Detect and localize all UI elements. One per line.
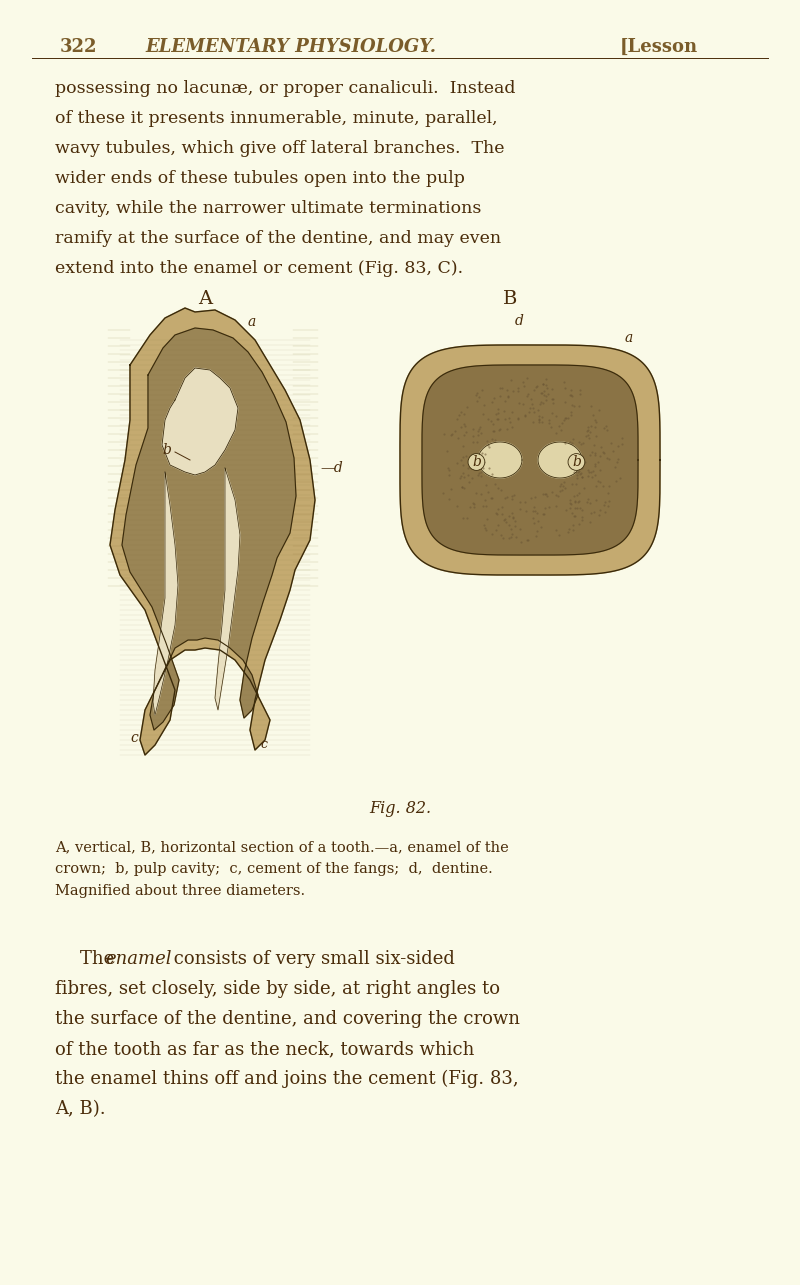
Text: ramify at the surface of the dentine, and may even: ramify at the surface of the dentine, an… bbox=[55, 230, 501, 247]
Text: b: b bbox=[572, 455, 581, 469]
Text: d: d bbox=[515, 314, 524, 328]
Polygon shape bbox=[478, 442, 522, 478]
Text: b: b bbox=[472, 455, 481, 469]
Polygon shape bbox=[122, 328, 296, 730]
Text: ELEMENTARY PHYSIOLOGY.: ELEMENTARY PHYSIOLOGY. bbox=[145, 39, 436, 57]
Text: The: The bbox=[80, 950, 120, 968]
Text: of these it presents innumerable, minute, parallel,: of these it presents innumerable, minute… bbox=[55, 111, 498, 127]
Text: wavy tubules, which give off lateral branches.  The: wavy tubules, which give off lateral bra… bbox=[55, 140, 505, 157]
Text: the surface of the dentine, and covering the crown: the surface of the dentine, and covering… bbox=[55, 1010, 520, 1028]
Text: enamel: enamel bbox=[105, 950, 171, 968]
Polygon shape bbox=[422, 365, 638, 555]
Polygon shape bbox=[538, 442, 582, 478]
Text: cavity, while the narrower ultimate terminations: cavity, while the narrower ultimate term… bbox=[55, 200, 482, 217]
Text: possessing no lacunæ, or proper canaliculi.  Instead: possessing no lacunæ, or proper canalicu… bbox=[55, 80, 515, 96]
Text: [Lesson: [Lesson bbox=[620, 39, 698, 57]
Text: c: c bbox=[130, 731, 138, 745]
Text: Fig. 82.: Fig. 82. bbox=[369, 801, 431, 817]
Polygon shape bbox=[215, 468, 240, 711]
Text: A, B).: A, B). bbox=[55, 1100, 106, 1118]
Text: Magnified about three diameters.: Magnified about three diameters. bbox=[55, 884, 305, 898]
Text: B: B bbox=[503, 290, 517, 308]
Text: a: a bbox=[248, 315, 256, 329]
Polygon shape bbox=[110, 308, 315, 756]
Text: wider ends of these tubules open into the pulp: wider ends of these tubules open into th… bbox=[55, 170, 465, 188]
Polygon shape bbox=[400, 344, 660, 574]
Text: the enamel thins off and joins the cement (Fig. 83,: the enamel thins off and joins the cemen… bbox=[55, 1070, 518, 1088]
Text: extend into the enamel or cement (Fig. 83, C).: extend into the enamel or cement (Fig. 8… bbox=[55, 260, 463, 278]
Text: A, vertical, B, horizontal section of a tooth.—a, enamel of the: A, vertical, B, horizontal section of a … bbox=[55, 840, 509, 855]
Polygon shape bbox=[162, 368, 238, 475]
Polygon shape bbox=[153, 472, 178, 714]
Text: c: c bbox=[260, 738, 267, 750]
Text: crown;  b, pulp cavity;  c, cement of the fangs;  d,  dentine.: crown; b, pulp cavity; c, cement of the … bbox=[55, 862, 493, 876]
Text: b: b bbox=[162, 443, 171, 457]
Text: 322: 322 bbox=[60, 39, 98, 57]
Text: A: A bbox=[198, 290, 212, 308]
Text: of the tooth as far as the neck, towards which: of the tooth as far as the neck, towards… bbox=[55, 1040, 474, 1058]
Text: consists of very small six-sided: consists of very small six-sided bbox=[168, 950, 455, 968]
Text: fibres, set closely, side by side, at right angles to: fibres, set closely, side by side, at ri… bbox=[55, 980, 500, 998]
Text: —d: —d bbox=[320, 461, 342, 475]
Text: a: a bbox=[625, 332, 634, 344]
